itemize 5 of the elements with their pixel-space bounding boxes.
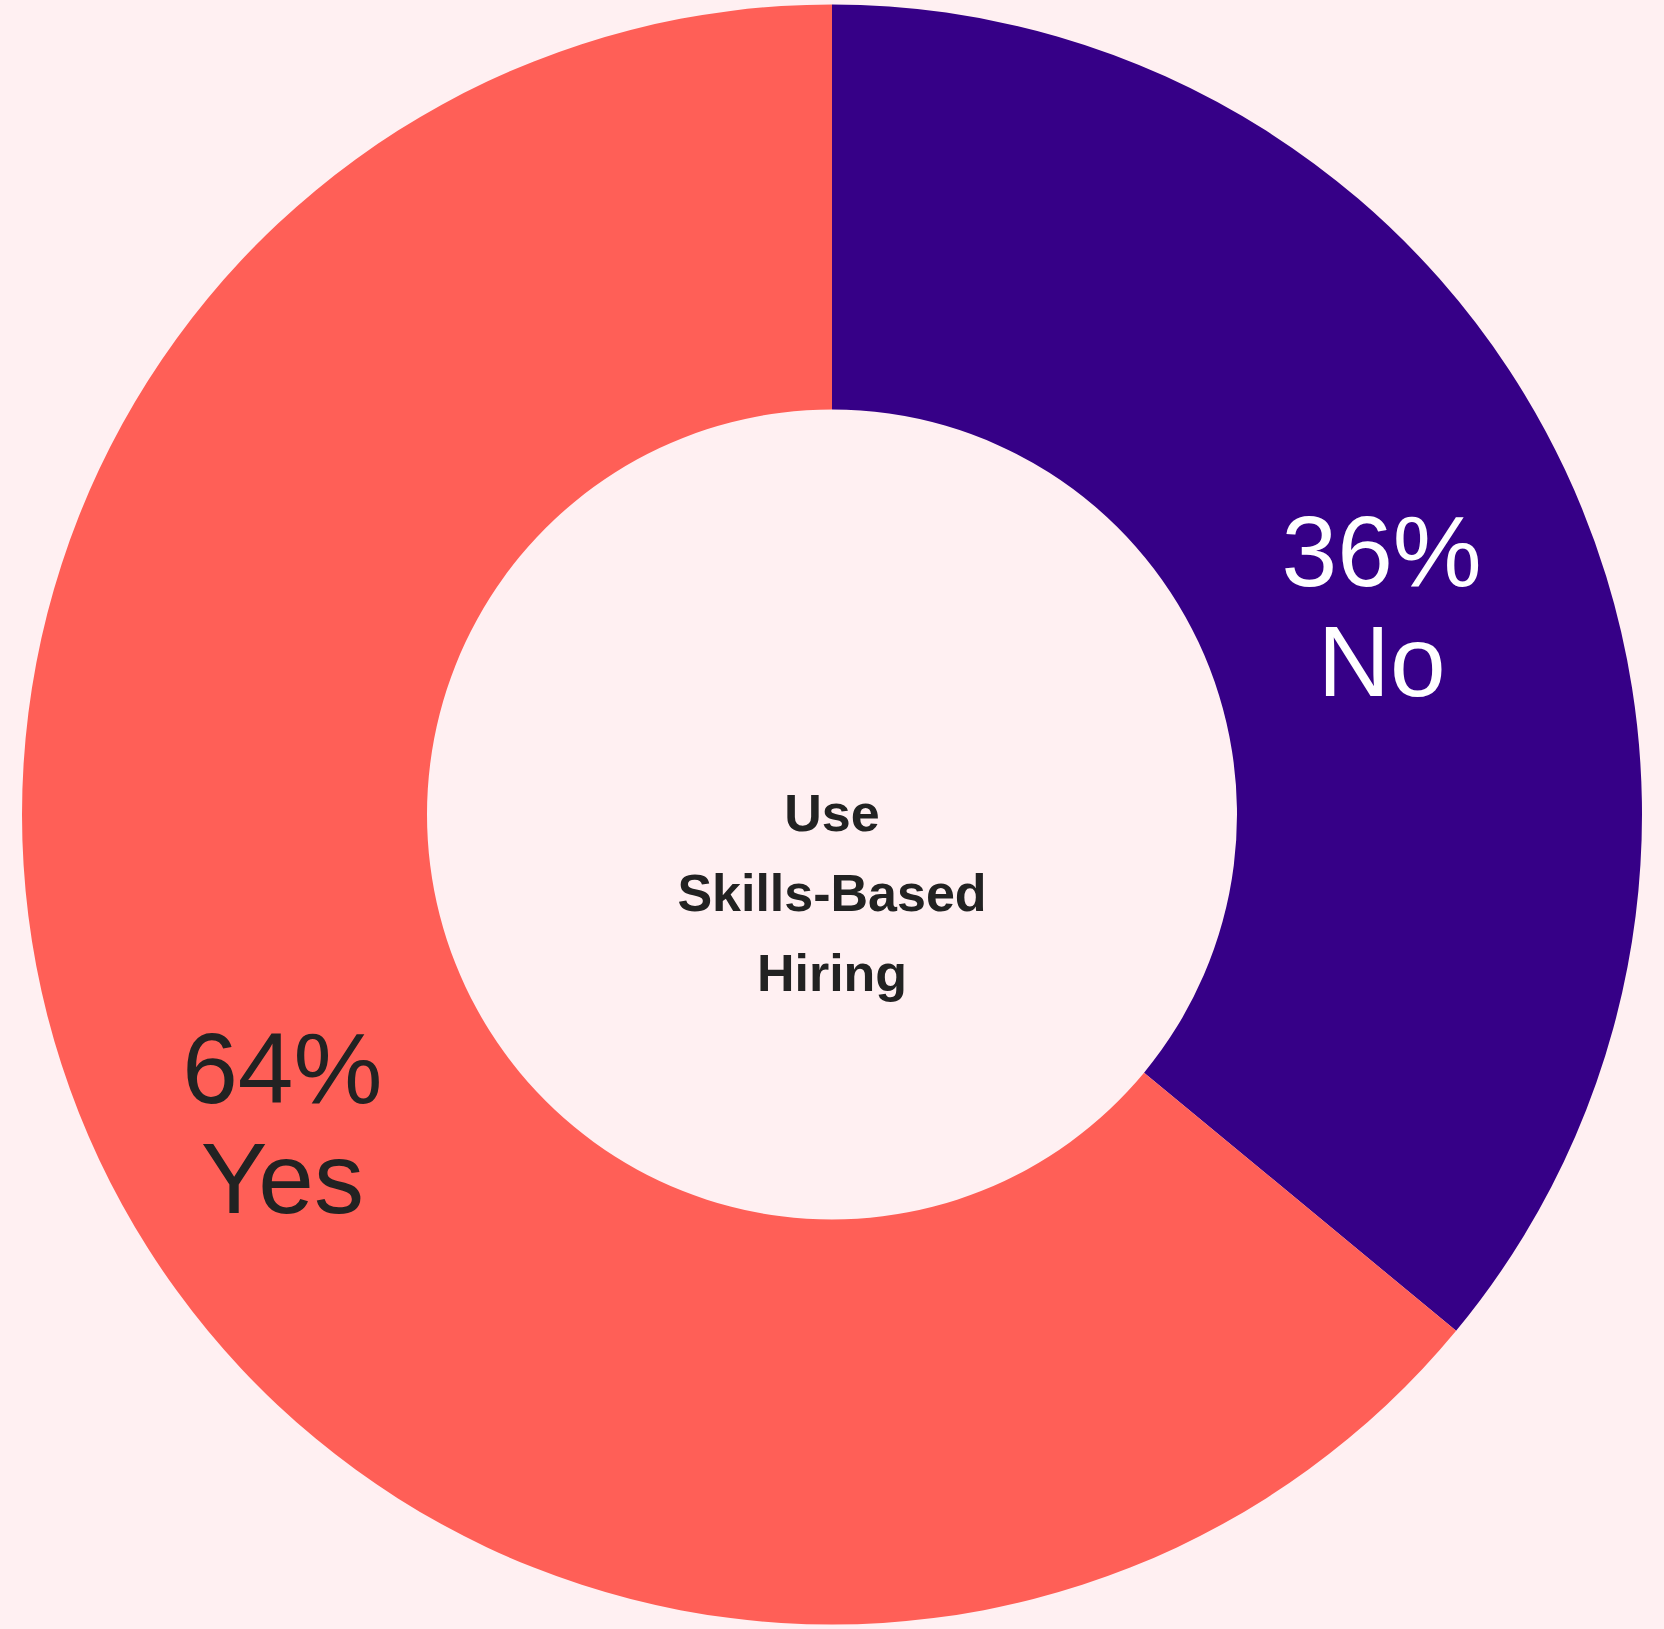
data-label: 36% [1281,494,1482,607]
slice-label: Yes [200,1122,364,1235]
slice-label: No [1317,604,1446,717]
text: Use Skills-Based Hiring [677,783,987,1002]
data-label: 64% [182,1012,383,1125]
